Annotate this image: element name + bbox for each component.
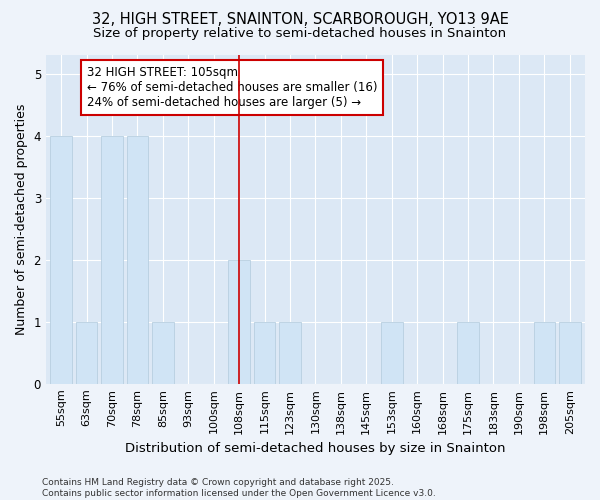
Bar: [457, 322, 479, 384]
Bar: [254, 322, 275, 384]
Bar: [559, 322, 581, 384]
Y-axis label: Number of semi-detached properties: Number of semi-detached properties: [15, 104, 28, 335]
Bar: [279, 322, 301, 384]
Bar: [152, 322, 173, 384]
Bar: [533, 322, 555, 384]
Bar: [101, 136, 123, 384]
Bar: [229, 260, 250, 384]
Bar: [76, 322, 97, 384]
Bar: [381, 322, 403, 384]
Text: 32 HIGH STREET: 105sqm
← 76% of semi-detached houses are smaller (16)
24% of sem: 32 HIGH STREET: 105sqm ← 76% of semi-det…: [86, 66, 377, 109]
X-axis label: Distribution of semi-detached houses by size in Snainton: Distribution of semi-detached houses by …: [125, 442, 506, 455]
Bar: [127, 136, 148, 384]
Bar: [50, 136, 72, 384]
Text: 32, HIGH STREET, SNAINTON, SCARBOROUGH, YO13 9AE: 32, HIGH STREET, SNAINTON, SCARBOROUGH, …: [92, 12, 508, 28]
Text: Contains HM Land Registry data © Crown copyright and database right 2025.
Contai: Contains HM Land Registry data © Crown c…: [42, 478, 436, 498]
Text: Size of property relative to semi-detached houses in Snainton: Size of property relative to semi-detach…: [94, 28, 506, 40]
